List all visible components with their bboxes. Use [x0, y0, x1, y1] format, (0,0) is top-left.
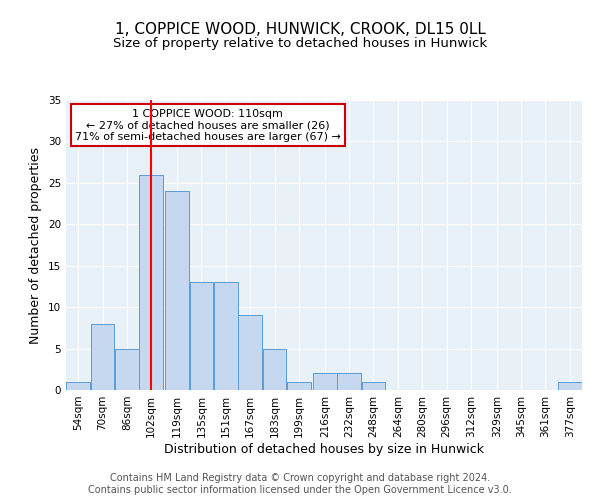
Bar — [313, 374, 337, 390]
Bar — [558, 382, 582, 390]
Bar — [287, 382, 311, 390]
Bar — [362, 382, 385, 390]
Bar — [190, 282, 214, 390]
Bar — [238, 316, 262, 390]
Text: Contains HM Land Registry data © Crown copyright and database right 2024.
Contai: Contains HM Land Registry data © Crown c… — [88, 474, 512, 495]
Bar — [91, 324, 115, 390]
Bar — [337, 374, 361, 390]
Y-axis label: Number of detached properties: Number of detached properties — [29, 146, 43, 344]
Bar — [165, 191, 189, 390]
Text: Size of property relative to detached houses in Hunwick: Size of property relative to detached ho… — [113, 38, 487, 51]
Bar — [214, 282, 238, 390]
Text: 1 COPPICE WOOD: 110sqm
← 27% of detached houses are smaller (26)
71% of semi-det: 1 COPPICE WOOD: 110sqm ← 27% of detached… — [75, 108, 341, 142]
X-axis label: Distribution of detached houses by size in Hunwick: Distribution of detached houses by size … — [164, 442, 484, 456]
Bar — [115, 348, 139, 390]
Bar — [66, 382, 90, 390]
Bar — [139, 174, 163, 390]
Text: 1, COPPICE WOOD, HUNWICK, CROOK, DL15 0LL: 1, COPPICE WOOD, HUNWICK, CROOK, DL15 0L… — [115, 22, 485, 38]
Bar — [263, 348, 286, 390]
